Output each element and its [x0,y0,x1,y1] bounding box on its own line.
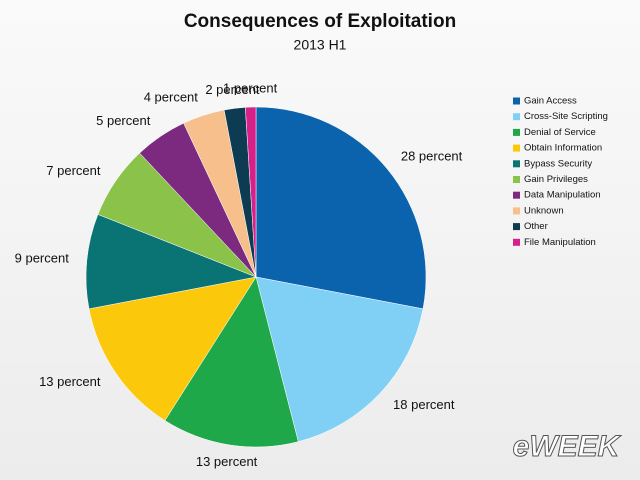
data-label: 4 percent [144,90,199,105]
legend-swatch [513,238,520,246]
legend-swatch [513,207,520,215]
data-label: 1 percent [223,81,278,96]
legend-swatch [513,191,520,199]
data-label: 13 percent [39,374,101,389]
chart-subtitle: 2013 H1 [294,37,347,53]
legend-swatch [513,144,520,152]
legend-swatch [513,223,520,231]
pie-slice [85,214,257,310]
legend-swatch [513,97,520,105]
legend-label: Gain Access [524,96,577,107]
watermark: eWEEK [513,430,622,463]
pie-slice [245,106,257,278]
data-label: 5 percent [96,113,151,128]
legend-swatch [513,160,520,168]
legend-label: Unknown [524,205,564,216]
pie-slice [255,276,424,442]
pie-slice [88,276,257,421]
legend-swatch [513,128,520,136]
legend-label: Gain Privileges [524,174,588,185]
data-label: 18 percent [393,397,455,412]
data-label: 9 percent [15,251,70,266]
legend-label: Denial of Service [524,127,596,138]
chart-title: Consequences of Exploitation [184,11,456,32]
legend-label: Bypass Security [524,158,592,169]
legend-swatch [513,113,520,121]
legend-label: File Manipulation [524,237,596,248]
data-label: 7 percent [46,163,101,178]
legend-label: Cross-Site Scripting [524,111,608,122]
legend-label: Data Manipulation [524,190,601,201]
pie-slice [255,106,427,310]
pie-slice [164,276,299,448]
legend-label: Obtain Information [524,143,602,154]
data-label: 13 percent [196,454,258,469]
legend-label: Other [524,221,548,232]
legend-swatch [513,176,520,183]
data-label: 2 percent [205,82,260,97]
data-label: 28 percent [401,149,463,164]
